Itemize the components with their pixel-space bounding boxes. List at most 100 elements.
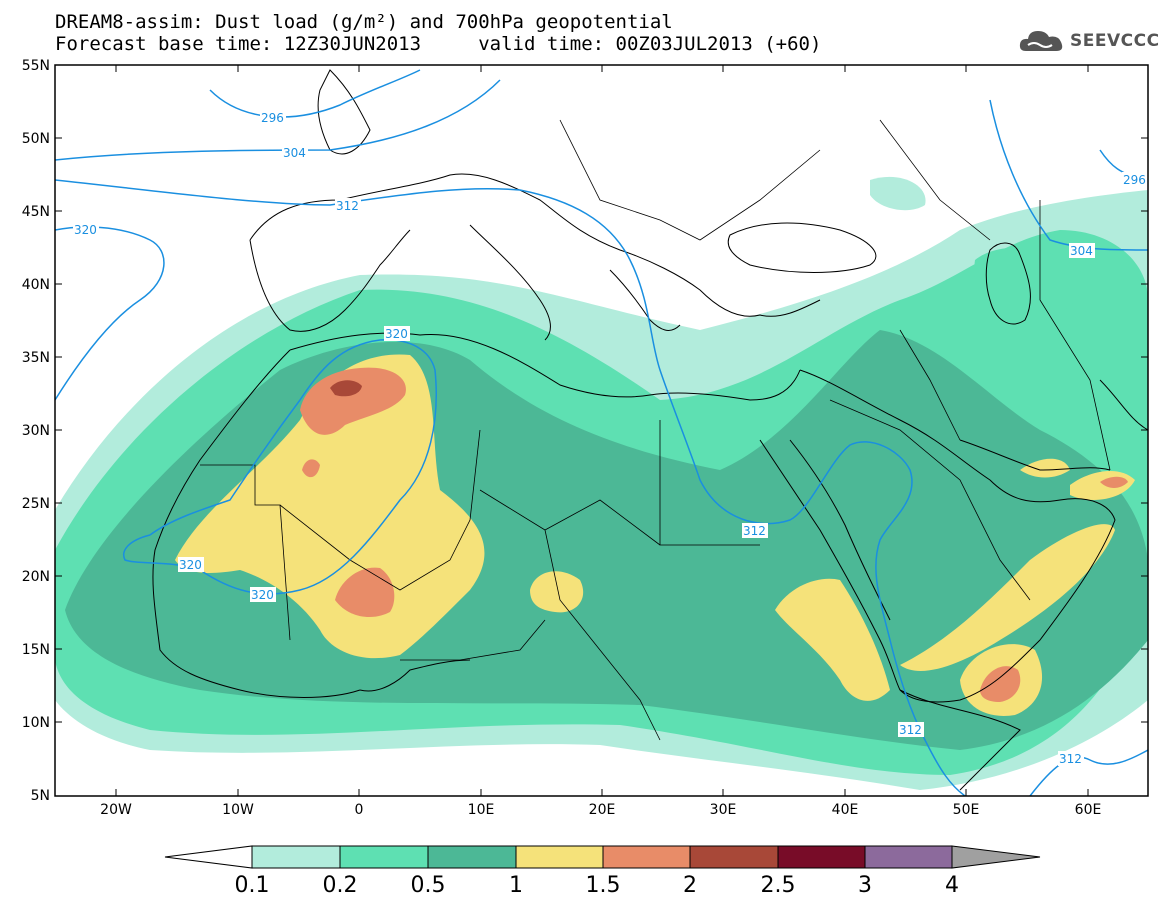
forecast-time-line: Forecast base time: 12Z30JUN2013 valid t…: [55, 33, 822, 55]
contour-label: 312: [336, 199, 359, 213]
lat-label: 15N: [22, 642, 50, 658]
dust-area-1.0-gulf: [1020, 458, 1135, 500]
colorbar-labels: 0.1 0.2 0.5 1 1.5 2 2.5 3 4: [235, 873, 960, 898]
cloud-icon: [1019, 31, 1063, 51]
border-saudi: [829, 399, 1031, 601]
coastline-horn-africa: [899, 689, 1021, 791]
colorbar-tick-label: 0.5: [411, 873, 446, 898]
dust-area-1.5-morocco: [300, 367, 406, 435]
dust-shading: [55, 176, 1148, 790]
lon-label: 30E: [710, 802, 737, 818]
contour-label: 312: [743, 524, 766, 538]
contour-label: 304: [283, 146, 306, 160]
colorbar-bin: [864, 845, 953, 869]
border-iraq-iran: [899, 329, 961, 441]
border-iran-east: [1039, 200, 1111, 471]
dust-area-2.0-morocco: [330, 380, 362, 397]
lon-label: 10W: [222, 802, 254, 818]
dust-area-1.0-sudan: [775, 578, 890, 701]
lon-label: 50E: [953, 802, 980, 818]
lat-label: 35N: [22, 350, 50, 366]
coastline-gulf-guinea: [359, 659, 471, 692]
contour-312-north: [55, 179, 966, 796]
coastline-iberia: [249, 229, 411, 332]
lon-label: 10E: [468, 802, 495, 818]
border-algeria-mali: [279, 429, 481, 591]
dust-area-0.1-north: [870, 176, 926, 211]
coastline-arabia: [799, 369, 1116, 703]
border-europe-east: [559, 119, 821, 241]
colorbar-bin: [689, 845, 779, 869]
colorbar-tick-label: 4: [945, 873, 959, 898]
contour-label: 320: [251, 588, 274, 602]
coastline-persian-gulf: [959, 439, 1111, 471]
map-title: DREAM8-assim: Dust load (g/m²) and 700hP…: [55, 11, 673, 33]
lat-label: 50N: [22, 131, 50, 147]
dust-area-0.2-caspian: [974, 247, 1082, 325]
colorbar-tick-label: 3: [858, 873, 872, 898]
dust-area-1.0-arabia: [900, 524, 1115, 671]
contour-label: 312: [1059, 752, 1082, 766]
colorbar-arrow-high: [951, 845, 1041, 869]
dust-area-1.5-mali: [335, 567, 395, 617]
lon-label: 0: [355, 802, 364, 818]
border-russia: [879, 119, 991, 241]
contour-label: 296: [261, 111, 284, 125]
contour-label: 296: [1123, 173, 1146, 187]
dust-area-1.0-chad: [530, 571, 584, 613]
colorbar-tick-label: 1.5: [586, 873, 621, 898]
coastline-west-africa: [152, 349, 361, 698]
colorbar-bin: [251, 845, 341, 869]
coastline-arabian-sea: [1099, 379, 1148, 431]
contour-label: 320: [74, 223, 97, 237]
lat-label: 40N: [22, 277, 50, 293]
lat-label: 20N: [22, 569, 50, 585]
colorbar-tick-label: 0.2: [323, 873, 358, 898]
colorbar-bin: [427, 845, 517, 869]
contour-304-east: [989, 99, 1148, 251]
dust-area-1.0: [175, 354, 485, 659]
lon-label: 40E: [832, 802, 859, 818]
lon-label: 20E: [589, 802, 616, 818]
coastline-red-sea: [759, 439, 901, 691]
coastline-black-sea: [727, 222, 877, 273]
lat-label: 5N: [31, 788, 50, 804]
lat-label: 25N: [22, 496, 50, 512]
contour-label: 320: [179, 558, 202, 572]
coastline-caspian: [985, 242, 1031, 325]
dust-area-1.5-yemen: [980, 666, 1021, 702]
colorbar-tick-label: 2.5: [761, 873, 796, 898]
lat-label: 45N: [22, 204, 50, 220]
colorbar-tick-label: 1: [509, 873, 523, 898]
colorbar-tick-label: 2: [683, 873, 697, 898]
contour-label: 304: [1070, 244, 1093, 258]
colorbar-tick-label: 0.1: [235, 873, 270, 898]
contour-label: 320: [385, 327, 408, 341]
logo-text: SEEVCCC: [1070, 31, 1160, 51]
colorbar-bin: [515, 845, 604, 869]
longitude-labels: 20W 10W 0 10E 20E 30E 40E 50E 60E: [100, 802, 1101, 818]
colorbar: [164, 845, 1041, 869]
dust-area-1.5-sahara: [302, 459, 320, 478]
colorbar-bin: [339, 845, 429, 869]
axis-ticks: [55, 64, 1148, 796]
contour-320-west: [55, 226, 165, 401]
seevccc-logo: SEEVCCC: [1018, 26, 1160, 56]
latitude-labels: 55N 50N 45N 40N 35N 30N 25N 20N 15N 10N …: [22, 58, 50, 804]
contour-312-east: [1029, 749, 1148, 796]
lat-label: 10N: [22, 715, 50, 731]
coastline-italy: [469, 224, 551, 341]
lon-label: 60E: [1075, 802, 1102, 818]
lat-label: 55N: [22, 58, 50, 74]
contour-296-west: [209, 69, 421, 118]
contour-304-west: [55, 79, 501, 161]
colorbar-arrow-low: [164, 845, 253, 869]
border-chad-sudan: [544, 529, 661, 741]
contour-label: 312: [899, 723, 922, 737]
border-mauritania: [200, 464, 291, 641]
coastline-greece: [609, 269, 681, 331]
borders: [200, 119, 1111, 741]
contour-labels: 296 304 312 320 320 320 320 312 312 312 …: [73, 110, 1148, 766]
lat-label: 30N: [22, 423, 50, 439]
